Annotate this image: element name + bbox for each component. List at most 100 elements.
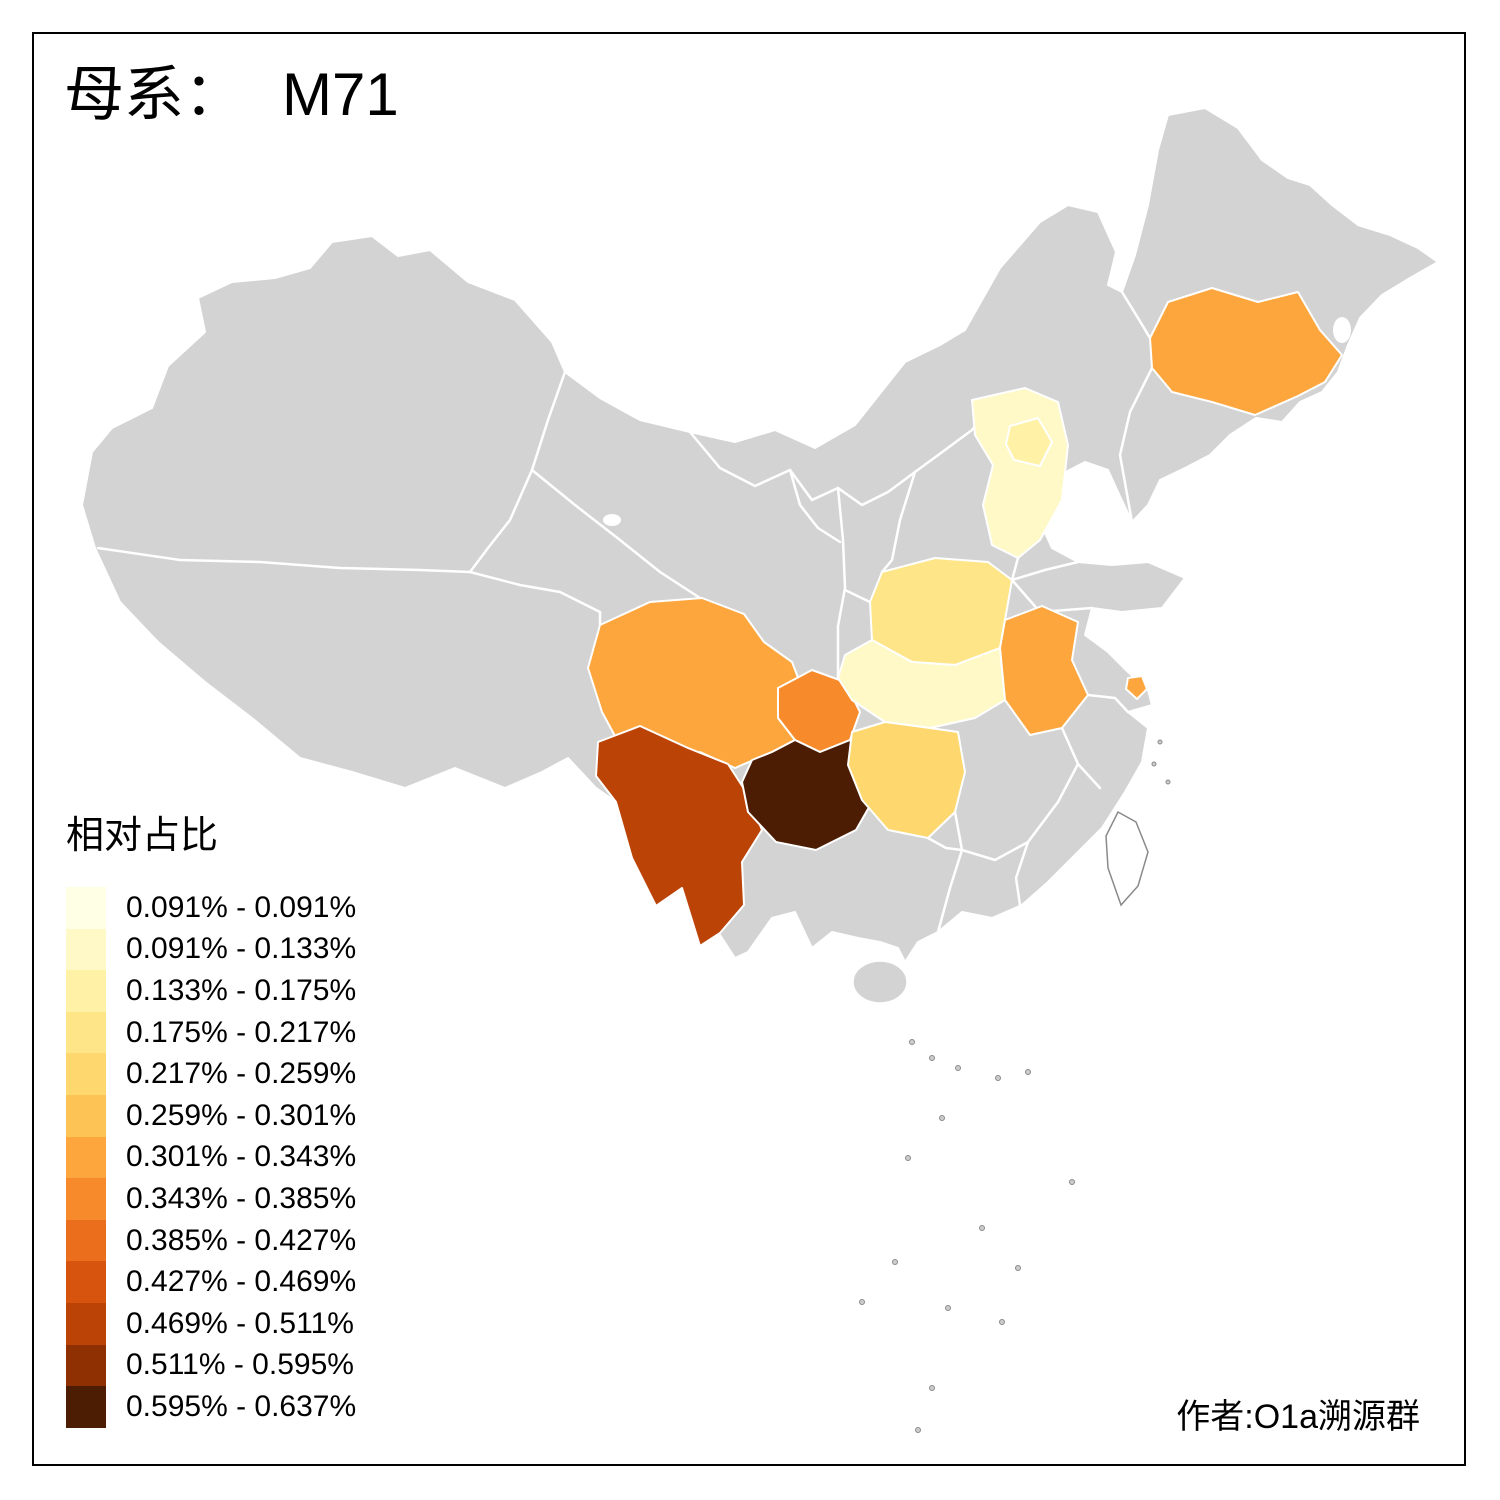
legend-swatch <box>66 887 106 929</box>
legend-label: 0.259% - 0.301% <box>126 1098 357 1132</box>
legend-swatch <box>66 1136 106 1179</box>
title-prefix: 母系： <box>64 61 244 128</box>
legend-row: 0.469% - 0.511% <box>66 1302 356 1345</box>
legend-row: 0.259% - 0.301% <box>66 1094 357 1137</box>
legend-swatch <box>66 1302 106 1345</box>
legend-label: 0.091% - 0.133% <box>126 932 357 966</box>
legend-row: 0.511% - 0.595% <box>66 1344 356 1387</box>
island-speck <box>1015 1265 1021 1271</box>
legend-label: 0.385% - 0.427% <box>126 1223 357 1257</box>
legend-swatch <box>66 1011 106 1054</box>
border-hebei-shandong <box>1010 556 1020 582</box>
island-speck <box>979 1225 985 1231</box>
mainland-outline <box>81 107 1439 963</box>
legend-swatch <box>66 1178 106 1220</box>
island-speck <box>929 1055 935 1061</box>
island-speck <box>995 1075 1001 1081</box>
island-speck <box>939 1115 945 1121</box>
island-speck <box>999 1319 1005 1325</box>
legend-label: 0.511% - 0.595% <box>126 1348 354 1382</box>
province-anhui <box>999 605 1089 736</box>
border-jiangsu-zhejiang <box>1086 693 1130 714</box>
island-speck <box>929 1385 935 1391</box>
border-inner-mongolia-south <box>688 406 992 507</box>
south-china-sea-islands <box>859 739 1171 1433</box>
province-beijing <box>1005 417 1053 467</box>
island-speck <box>892 1259 898 1265</box>
border-hunan-guangxi <box>926 836 964 852</box>
province-border-lines <box>96 290 1154 934</box>
legend-label: 0.469% - 0.511% <box>126 1306 354 1340</box>
legend-label: 0.133% - 0.175% <box>126 973 357 1007</box>
border-tibet-qinghai <box>468 570 602 627</box>
legend-label: 0.595% - 0.637% <box>126 1389 357 1423</box>
legend-swatch <box>66 1386 106 1428</box>
border-fujian-guangdong <box>1014 840 1030 907</box>
legend-label: 0.175% - 0.217% <box>126 1015 357 1049</box>
province-hubei <box>837 639 1006 729</box>
border-zhejiang-fujian <box>1076 762 1102 790</box>
border-guangdong-guangxi <box>936 848 964 934</box>
border-im-heilongjiang <box>1120 290 1152 340</box>
legend-row: 0.385% - 0.427% <box>66 1219 357 1262</box>
border-ningxia <box>788 468 842 544</box>
border-shaanxi-west <box>836 486 847 680</box>
island-speck <box>1157 739 1163 745</box>
island-speck <box>1151 761 1157 767</box>
legend-label: 0.301% - 0.343% <box>126 1140 357 1174</box>
legend-title: 相对占比 <box>66 815 219 857</box>
legend-swatch <box>66 1094 106 1137</box>
legend: 相对占比 0.091% - 0.091% 0.091% - 0.133% 0.133… <box>66 804 356 1428</box>
island-speck <box>955 1065 961 1071</box>
island-speck <box>1025 1069 1031 1075</box>
legend-row: 0.175% - 0.217% <box>66 1011 357 1054</box>
lake-qinghai <box>603 514 621 526</box>
border-shaanxi-henan <box>843 588 872 604</box>
colored-provinces <box>587 287 1343 947</box>
province-guizhou <box>741 739 873 851</box>
island-speck <box>859 1299 865 1305</box>
lake-khanka <box>1333 317 1351 343</box>
page-title: 母系： M71 <box>64 62 399 128</box>
border-shandong-north <box>1010 560 1080 582</box>
legend-swatch <box>66 970 106 1012</box>
legend-swatch <box>66 1053 106 1095</box>
border-shanxi-west <box>880 470 917 574</box>
border-xinjiang-east <box>468 370 567 574</box>
legend-row: 0.133% - 0.175% <box>66 970 356 1012</box>
legend-label: 0.217% - 0.259% <box>126 1057 357 1091</box>
legend-row: 0.091% - 0.133% <box>66 928 357 971</box>
province-yunnan <box>595 725 763 947</box>
border-liaoning-west <box>1118 366 1154 524</box>
title-haplogroup: M71 <box>282 61 399 128</box>
legend-rows: 0.091% - 0.091% 0.091% - 0.133% 0.133% - 0… <box>66 887 356 1428</box>
legend-swatch <box>66 928 106 971</box>
island-speck <box>945 1305 951 1311</box>
island-speck <box>915 1427 921 1433</box>
island-speck <box>1165 779 1171 785</box>
island-speck <box>1069 1179 1075 1185</box>
legend-row: 0.301% - 0.343% <box>66 1136 357 1179</box>
hainan-island <box>852 960 908 1004</box>
legend-row: 0.343% - 0.385% <box>66 1178 356 1220</box>
province-jilin <box>1149 287 1343 416</box>
border-qinghai-gansu <box>530 468 702 600</box>
legend-swatch <box>66 1261 106 1303</box>
legend-swatch <box>66 1344 106 1387</box>
legend-row: 0.427% - 0.469% <box>66 1261 356 1303</box>
island-speck <box>905 1155 911 1161</box>
border-xinjiang-south <box>96 546 472 574</box>
legend-row: 0.091% - 0.091% <box>66 887 356 929</box>
legend-label: 0.427% - 0.469% <box>126 1265 357 1299</box>
taiwan-island <box>1105 810 1149 907</box>
province-shanghai <box>1125 675 1148 700</box>
legend-row: 0.217% - 0.259% <box>66 1053 356 1095</box>
author-credit: 作者:O1a溯源群 <box>1176 1398 1420 1436</box>
legend-swatch <box>66 1219 106 1262</box>
legend-row: 0.595% - 0.637% <box>66 1386 356 1428</box>
legend-label: 0.091% - 0.091% <box>126 890 357 924</box>
province-hunan <box>847 721 966 839</box>
province-henan <box>869 557 1013 666</box>
legend-label: 0.343% - 0.385% <box>126 1181 357 1215</box>
